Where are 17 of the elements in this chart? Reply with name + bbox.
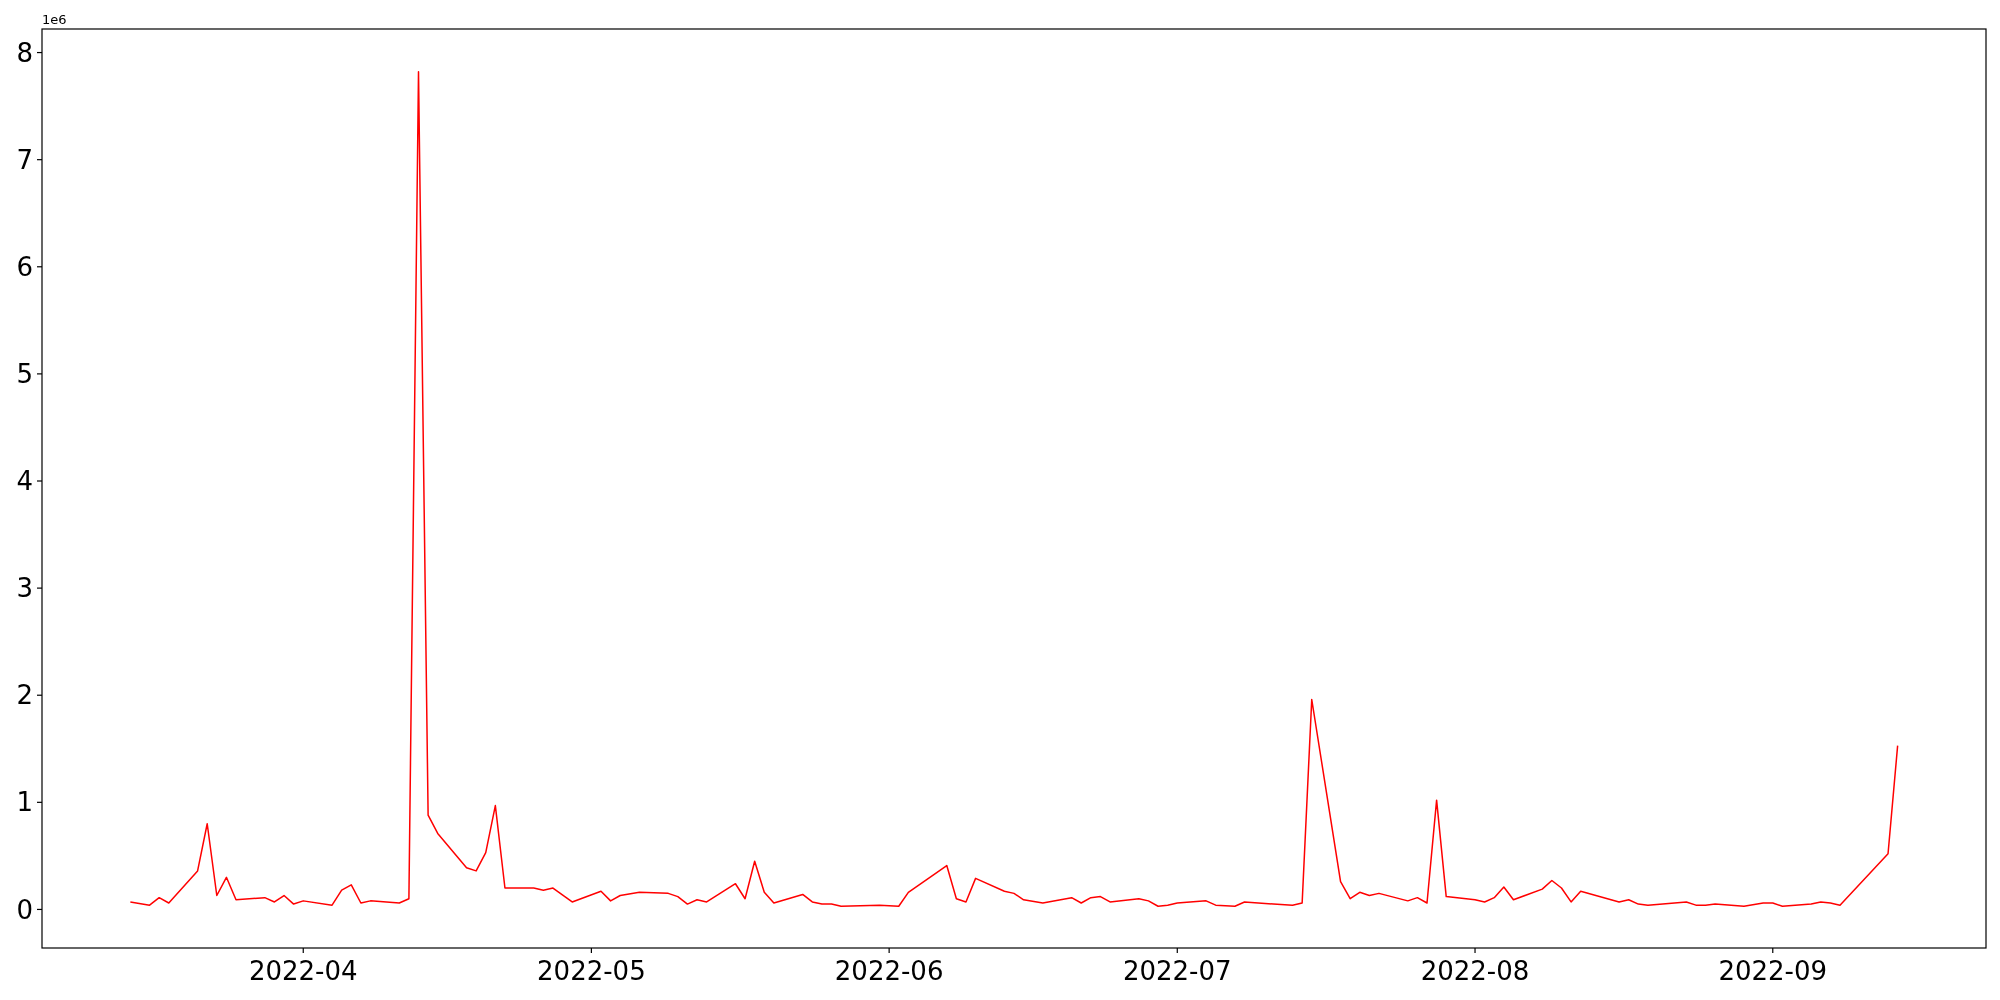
text: 1e6 (42, 12, 67, 27)
y-tick-label: 3 (16, 573, 33, 604)
x-tick-label: 2022-04 (248, 956, 358, 986)
y-tick-label: 8 (16, 37, 33, 68)
x-tick-label: 2022-09 (1718, 956, 1828, 986)
y-tick-label: 5 (16, 358, 33, 389)
line-series (129, 71, 1899, 907)
y-tick-label: 7 (16, 144, 33, 175)
y-tick-label: 4 (16, 466, 33, 497)
y-tick-label: 1 (16, 787, 33, 818)
x-tick-label: 2022-07 (1122, 956, 1232, 986)
x-tick-label: 2022-06 (834, 956, 944, 986)
x-tick-label: 2022-05 (537, 956, 646, 986)
y-tick-label: 0 (16, 894, 33, 925)
x-tick-label: 2022-08 (1420, 956, 1530, 986)
y-tick-label: 6 (16, 251, 33, 282)
y-tick-label: 2 (16, 680, 33, 711)
